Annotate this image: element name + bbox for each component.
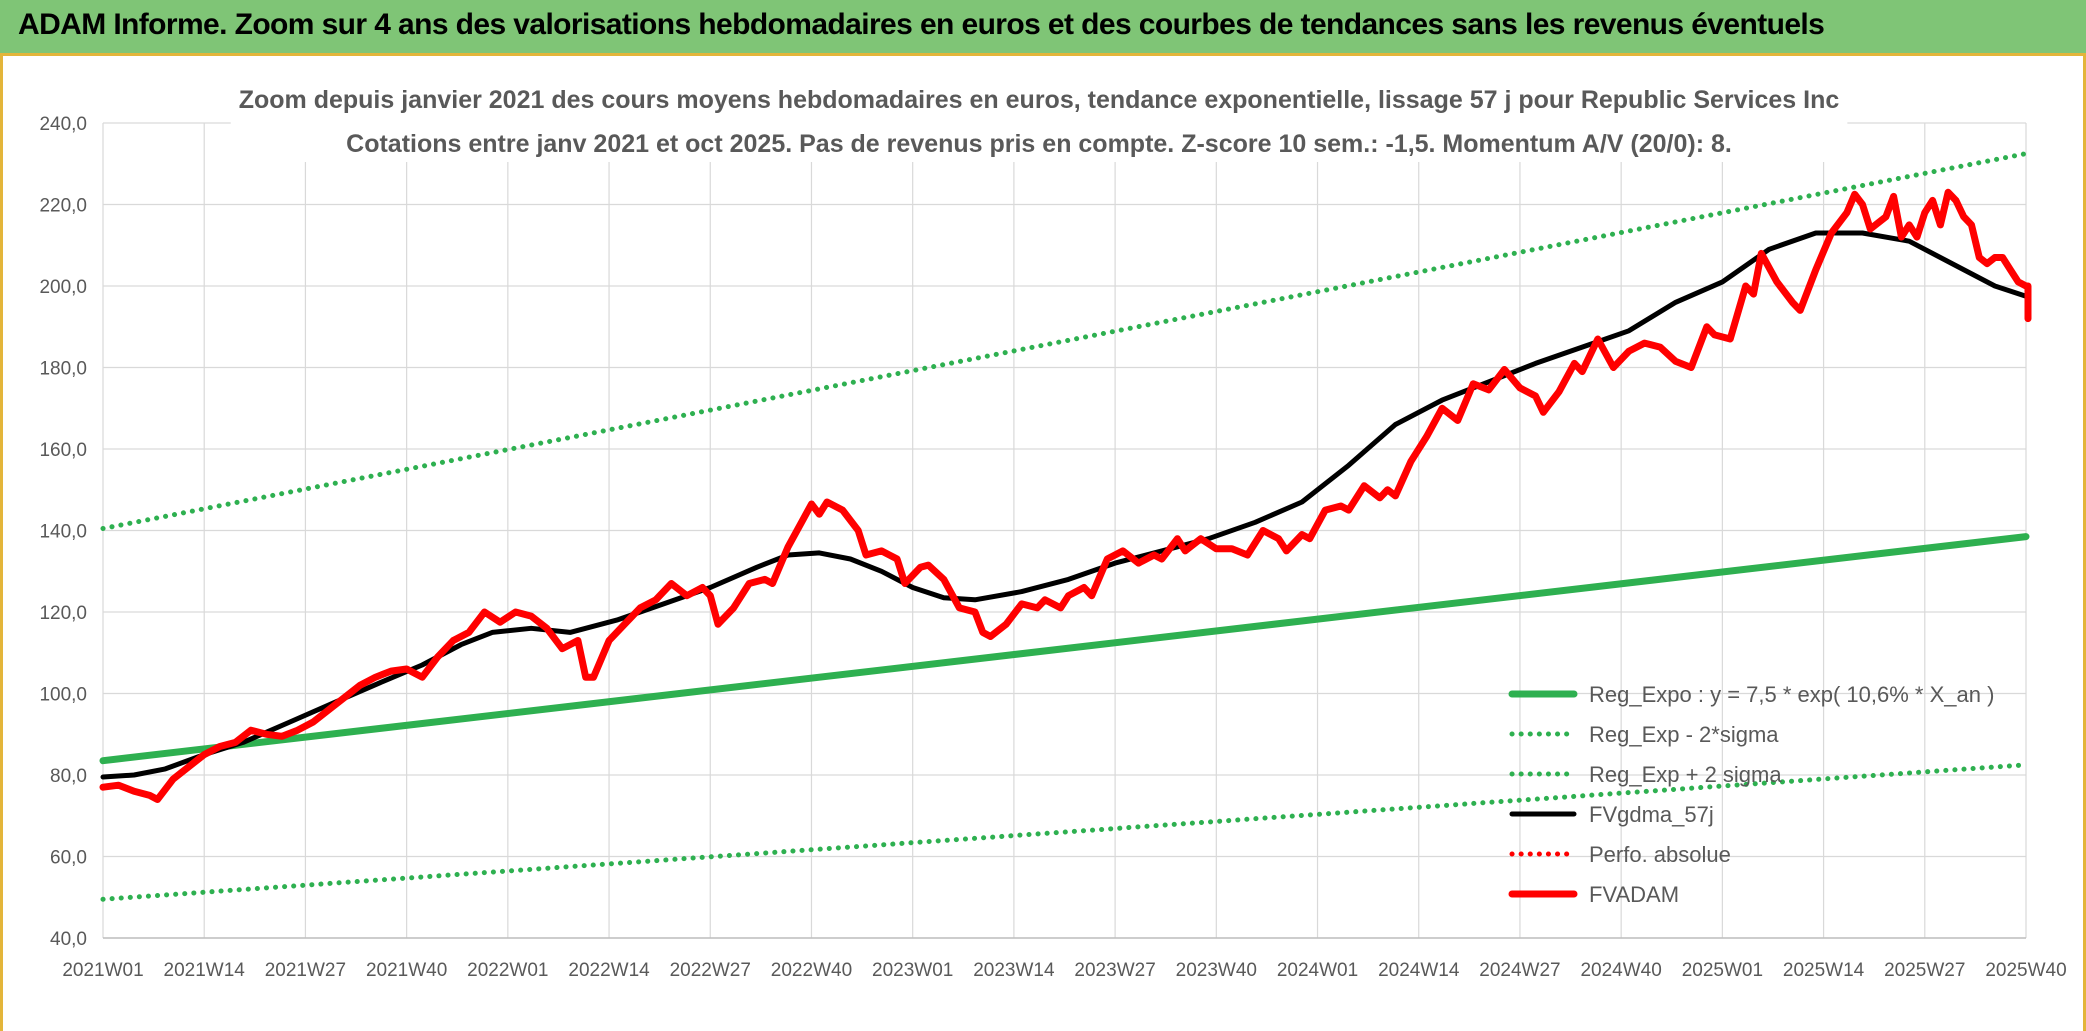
series-lines	[99, 151, 2032, 902]
legend-label: Reg_Expo : y = 7,5 * exp( 10,6% * X_an )	[1589, 682, 1994, 707]
y-tick-label: 40,0	[50, 929, 87, 950]
chart-title-line: Zoom depuis janvier 2021 des cours moyen…	[239, 86, 1840, 114]
x-tick-label: 2025W01	[1682, 960, 1763, 981]
chart-frame	[0, 56, 2086, 1031]
x-tick-label: 2025W14	[1783, 960, 1865, 981]
series-line-reg-exp-2-sigma	[100, 762, 2029, 902]
y-tick-label: 220,0	[39, 196, 87, 217]
legend-label: Perfo. absolue	[1589, 842, 1731, 867]
y-tick-label: 80,0	[50, 766, 87, 787]
x-tick-label: 2023W01	[872, 960, 953, 981]
x-tick-label: 2025W40	[1985, 960, 2066, 981]
series-line-reg-exp-2-sigma	[100, 151, 2029, 531]
legend-label: FVgdma_57j	[1589, 802, 1714, 827]
x-tick-label: 2023W27	[1074, 960, 1155, 981]
y-tick-label: 120,0	[39, 603, 87, 624]
chart-title: Zoom depuis janvier 2021 des cours moyen…	[230, 82, 1848, 162]
y-tick-label: 180,0	[39, 359, 87, 380]
x-tick-label: 2021W01	[62, 960, 143, 981]
x-tick-label: 2021W14	[164, 960, 246, 981]
grid-lines	[102, 122, 2027, 939]
chart-title-backdrop	[230, 82, 1848, 162]
y-tick-label: 200,0	[39, 277, 87, 298]
axes: 40,0 60,0 80,0 100,0 120,0 140,0 160,0 180,0 200…	[39, 114, 2066, 981]
series-line-fvadam	[99, 188, 2032, 803]
x-tick-label: 2024W40	[1580, 960, 1661, 981]
report-title: ADAM Informe. Zoom sur 4 ans des valoris…	[18, 8, 1825, 41]
x-tick-label: 2024W27	[1479, 960, 1560, 981]
x-tick-label: 2023W14	[973, 960, 1055, 981]
legend-label: FVADAM	[1589, 882, 1679, 907]
x-tick-label: 2024W14	[1378, 960, 1460, 981]
x-tick-label: 2022W27	[670, 960, 751, 981]
x-tick-label: 2023W40	[1176, 960, 1257, 981]
y-tick-label: 60,0	[50, 848, 87, 869]
x-tick-label: 2025W27	[1884, 960, 1965, 981]
legend-label: Reg_Exp + 2 sigma	[1589, 762, 1782, 787]
x-tick-label: 2021W27	[265, 960, 346, 981]
y-tick-label: 100,0	[39, 685, 87, 706]
x-tick-label: 2022W40	[771, 960, 852, 981]
y-tick-label: 140,0	[39, 522, 87, 543]
title-banner: ADAM Informe. Zoom sur 4 ans des valoris…	[0, 0, 2086, 56]
x-tick-label: 2024W01	[1277, 960, 1358, 981]
chart-title-line: Cotations entre janv 2021 et oct 2025. P…	[346, 130, 1732, 158]
x-tick-label: 2022W01	[467, 960, 548, 981]
series-line-reg-expo	[99, 533, 2030, 765]
y-tick-label: 160,0	[39, 440, 87, 461]
x-tick-label: 2021W40	[366, 960, 447, 981]
legend: Reg_Expo : y = 7,5 * exp( 10,6% * X_an )…	[1508, 682, 1994, 907]
y-tick-label: 240,0	[39, 114, 87, 135]
x-tick-label: 2022W14	[568, 960, 650, 981]
legend-label: Reg_Exp - 2*sigma	[1589, 722, 1779, 747]
